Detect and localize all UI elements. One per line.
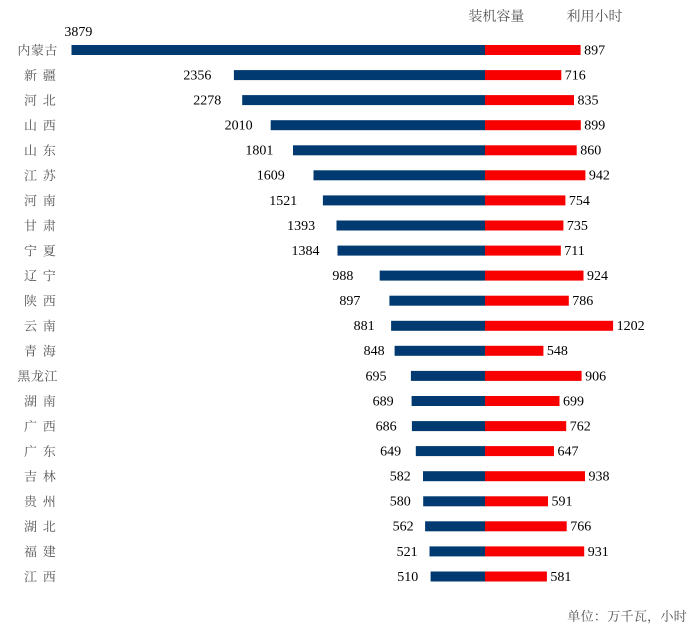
svg-text:1521: 1521: [269, 194, 297, 209]
svg-text:695: 695: [366, 369, 387, 384]
svg-text:2278: 2278: [193, 94, 221, 109]
svg-text:1393: 1393: [287, 219, 315, 234]
svg-text:881: 881: [354, 319, 375, 334]
svg-text:766: 766: [570, 520, 591, 535]
svg-text:581: 581: [550, 570, 571, 585]
svg-text:562: 562: [393, 520, 414, 535]
svg-text:1609: 1609: [257, 169, 285, 184]
svg-text:2356: 2356: [183, 68, 211, 83]
svg-text:754: 754: [569, 194, 590, 209]
svg-text:938: 938: [589, 470, 610, 485]
svg-text:835: 835: [578, 94, 599, 109]
svg-text:735: 735: [567, 219, 588, 234]
svg-text:1202: 1202: [617, 319, 645, 334]
svg-text:899: 899: [584, 119, 605, 134]
svg-text:924: 924: [587, 269, 608, 284]
svg-text:2010: 2010: [225, 119, 253, 134]
svg-text:786: 786: [572, 294, 593, 309]
svg-text:942: 942: [589, 169, 610, 184]
svg-text:580: 580: [390, 495, 411, 510]
svg-text:988: 988: [332, 269, 353, 284]
svg-text:699: 699: [563, 394, 584, 409]
svg-text:897: 897: [339, 294, 360, 309]
svg-text:591: 591: [552, 495, 573, 510]
svg-text:762: 762: [570, 419, 591, 434]
svg-text:860: 860: [580, 144, 601, 159]
svg-text:649: 649: [380, 445, 401, 460]
svg-text:931: 931: [588, 545, 609, 560]
svg-text:906: 906: [585, 369, 606, 384]
svg-text:897: 897: [584, 43, 605, 58]
svg-text:510: 510: [397, 570, 418, 585]
svg-text:716: 716: [565, 68, 586, 83]
svg-text:686: 686: [376, 419, 397, 434]
svg-text:548: 548: [547, 344, 568, 359]
svg-text:1801: 1801: [245, 144, 273, 159]
svg-text:1384: 1384: [292, 244, 320, 259]
svg-text:689: 689: [373, 394, 394, 409]
svg-text:582: 582: [390, 470, 411, 485]
svg-text:521: 521: [397, 545, 418, 560]
svg-text:711: 711: [564, 244, 584, 259]
svg-text:848: 848: [364, 344, 385, 359]
svg-text:647: 647: [558, 445, 579, 460]
svg-text:3879: 3879: [64, 25, 92, 40]
